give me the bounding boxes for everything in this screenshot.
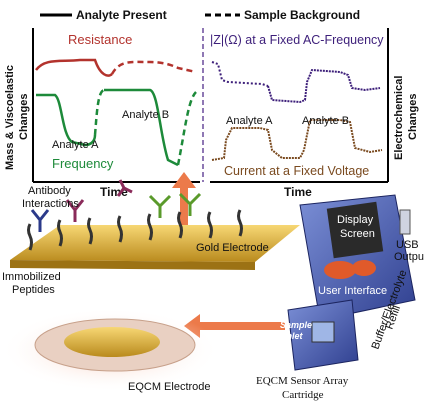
frequency-curve	[93, 88, 105, 136]
current-curve	[211, 119, 383, 161]
analyte-label: Analyte B	[302, 115, 349, 127]
button	[324, 261, 356, 279]
label: Antibody	[28, 185, 71, 197]
frequency-curve	[176, 91, 197, 166]
label: Immobilized	[2, 271, 61, 283]
analyte-label: Analyte A	[52, 139, 99, 151]
series-label: Frequency	[52, 156, 114, 171]
y-label: Electrochemical	[393, 76, 405, 160]
label: Peptides	[12, 284, 55, 296]
label: EQCM Sensor Array	[256, 375, 349, 387]
analyte-label: Analyte A	[226, 115, 273, 127]
label: Interactions	[22, 198, 79, 210]
gold-plate	[10, 225, 300, 262]
resistance-curve	[35, 58, 113, 77]
label: Gold Electrode	[196, 242, 269, 254]
x-label: Time	[100, 185, 128, 199]
impedance-curve	[211, 61, 269, 87]
label: Inlet	[284, 331, 304, 341]
label: Display	[337, 214, 374, 226]
arrow	[184, 314, 285, 338]
arrow	[172, 172, 196, 255]
series-label: |Z|(Ω) at a Fixed AC-Frequency	[210, 33, 384, 47]
y-label: Changes	[407, 94, 419, 140]
display	[326, 201, 384, 259]
analyte-label: Analyte B	[122, 109, 169, 121]
eqcm-gold	[64, 327, 160, 357]
legend-label: Sample Background	[244, 8, 360, 22]
label: Screen	[340, 228, 375, 240]
left-plot: Resistance Frequency Analyte A Analyte B…	[4, 28, 200, 199]
usb-port	[399, 209, 411, 235]
label: EQCM Electrode	[128, 381, 211, 393]
button	[352, 260, 376, 276]
peptides	[27, 209, 243, 251]
frequency-curve	[104, 88, 179, 167]
y-label: Mass & Viscoelastic	[4, 65, 16, 170]
label: User Interface	[318, 285, 387, 297]
inlet	[311, 321, 335, 343]
label: USB	[396, 239, 419, 251]
label: Output	[394, 251, 424, 263]
series-label: Resistance	[68, 32, 132, 47]
device-body	[299, 194, 416, 321]
x-label: Time	[284, 185, 312, 199]
right-plot: |Z|(Ω) at a Fixed AC-Frequency Current a…	[210, 28, 419, 199]
label: Cartridge	[282, 389, 324, 401]
resistance-curve	[110, 60, 197, 75]
impedance-curve	[267, 68, 381, 104]
antibodies	[30, 179, 202, 232]
label: Sample	[280, 320, 312, 330]
series-label: Current at a Fixed Voltage	[224, 164, 369, 178]
gold-edge	[10, 260, 255, 270]
frequency-curve	[36, 93, 97, 147]
y-label: Changes	[18, 94, 30, 140]
legend-label: Analyte Present	[76, 8, 167, 22]
